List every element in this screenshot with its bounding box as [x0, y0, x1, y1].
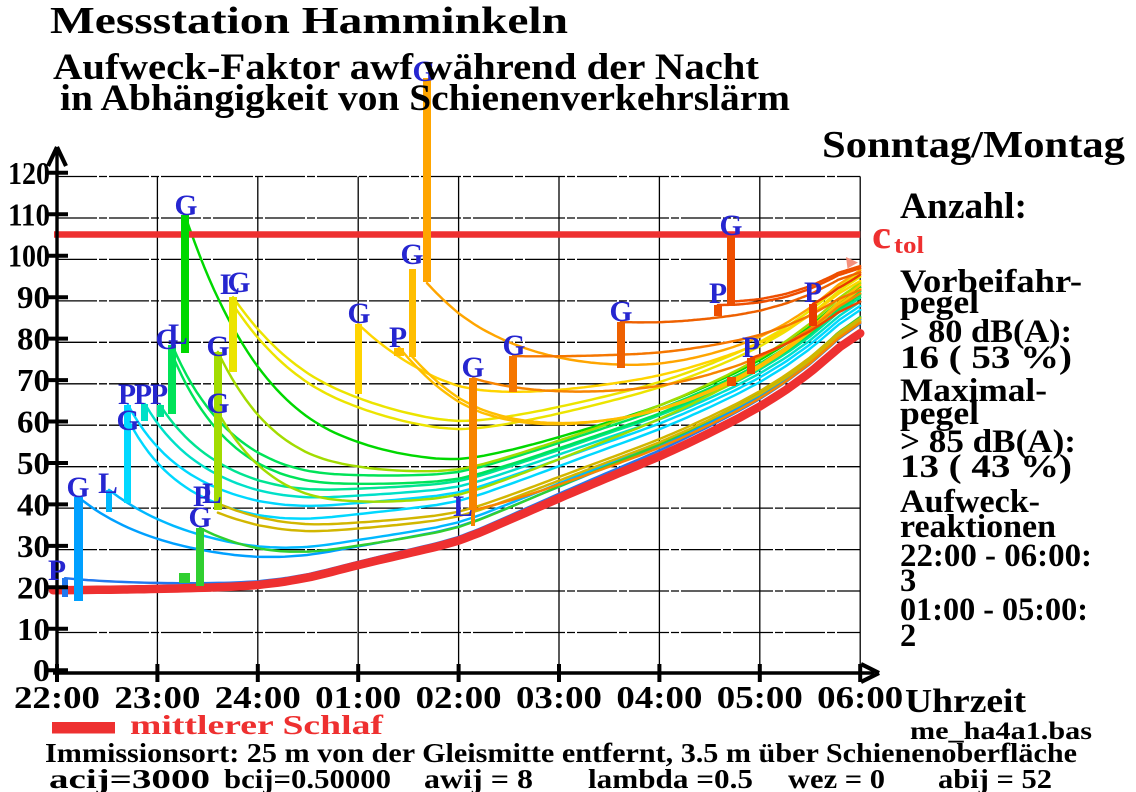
svg-text:05:00: 05:00	[717, 680, 803, 715]
svg-text:G: G	[156, 324, 179, 356]
svg-text:Vorbeifahr-: Vorbeifahr-	[900, 264, 1082, 300]
svg-text:40: 40	[17, 487, 50, 522]
svg-text:G: G	[348, 298, 371, 330]
svg-text:abij = 52: abij = 52	[938, 764, 1052, 792]
svg-text:02:00: 02:00	[416, 680, 502, 715]
svg-text:G: G	[503, 330, 526, 362]
svg-text:P: P	[48, 555, 66, 587]
svg-text:Sonntag/Montag: Sonntag/Montag	[822, 124, 1125, 166]
svg-text:G: G	[228, 267, 251, 299]
svg-text:Anzahl:: Anzahl:	[900, 186, 1027, 227]
svg-text:reaktionen: reaktionen	[900, 509, 1056, 545]
svg-text:in Abhängigkeit von Schienenve: in Abhängigkeit von Schienenverkehrslärm	[60, 78, 790, 119]
svg-text:Maximal-: Maximal-	[900, 373, 1047, 409]
svg-text:P: P	[389, 322, 407, 354]
svg-text:50: 50	[17, 446, 50, 481]
svg-text:tol: tol	[894, 233, 924, 259]
svg-text:L: L	[453, 491, 473, 523]
svg-text:23:00: 23:00	[114, 680, 200, 715]
svg-text:22:00 - 06:00:: 22:00 - 06:00:	[900, 538, 1092, 574]
svg-text:P: P	[804, 277, 822, 309]
svg-text:G: G	[462, 352, 485, 384]
svg-text:100: 100	[8, 239, 50, 274]
svg-text:3: 3	[900, 563, 916, 599]
svg-text:20: 20	[17, 570, 50, 605]
svg-text:bcij=0.50000: bcij=0.50000	[224, 764, 391, 792]
svg-text:G: G	[189, 502, 212, 534]
svg-text:80: 80	[17, 322, 50, 357]
svg-text:L: L	[220, 269, 240, 301]
svg-text:pegel: pegel	[900, 285, 979, 321]
svg-text:Aufweck-: Aufweck-	[900, 484, 1040, 520]
svg-text:G: G	[610, 296, 633, 328]
svg-text:90: 90	[17, 280, 50, 315]
svg-text:mittlerer Schlaf: mittlerer Schlaf	[130, 710, 384, 740]
svg-text:01:00: 01:00	[315, 680, 401, 715]
svg-text:G: G	[117, 405, 140, 437]
svg-text:22:00: 22:00	[14, 680, 100, 715]
svg-text:me_ha4a1.bas: me_ha4a1.bas	[910, 716, 1092, 745]
svg-text:G: G	[207, 388, 230, 420]
svg-text:04:00: 04:00	[616, 680, 702, 715]
svg-text:2: 2	[900, 618, 916, 654]
svg-text:L: L	[168, 319, 188, 351]
svg-text:> 85 dB(A):: > 85 dB(A):	[900, 424, 1076, 460]
svg-text:wez = 0: wez = 0	[788, 764, 885, 792]
svg-text:awij = 8: awij = 8	[424, 764, 533, 792]
svg-text:G: G	[67, 472, 90, 504]
svg-text:Immissionsort: 25 m von der Gl: Immissionsort: 25 m von der Gleismitte e…	[45, 737, 1077, 768]
svg-text:03:00: 03:00	[516, 680, 602, 715]
svg-text:G: G	[401, 239, 424, 271]
svg-text:pegel: pegel	[900, 396, 979, 432]
svg-text:> 80 dB(A):: > 80 dB(A):	[900, 314, 1072, 350]
svg-text:P: P	[709, 278, 727, 310]
svg-text:P: P	[134, 379, 152, 411]
svg-text:30: 30	[17, 529, 50, 564]
svg-text:Uhrzeit: Uhrzeit	[905, 683, 1027, 720]
svg-text:P: P	[193, 481, 211, 513]
svg-text:120: 120	[8, 156, 50, 191]
svg-text:60: 60	[17, 405, 50, 440]
svg-text:10: 10	[17, 612, 50, 647]
svg-text:24:00: 24:00	[215, 680, 301, 715]
svg-text:Messstation Hamminkeln: Messstation Hamminkeln	[50, 0, 568, 42]
svg-text:L: L	[98, 468, 118, 500]
svg-text:110: 110	[8, 197, 50, 232]
svg-text:0: 0	[33, 653, 50, 688]
svg-text:Aufweck-Faktor awf während der: Aufweck-Faktor awf während der Nacht	[53, 47, 760, 88]
svg-text:P: P	[118, 379, 136, 411]
svg-text:P: P	[742, 332, 760, 364]
svg-text:G: G	[720, 210, 743, 242]
svg-text:P: P	[150, 379, 168, 411]
svg-text:01:00 - 05:00:: 01:00 - 05:00:	[900, 592, 1088, 628]
svg-text:16 ( 53 %): 16 ( 53 %)	[900, 340, 1072, 376]
svg-text:acij=3000: acij=3000	[49, 764, 210, 792]
svg-text:G: G	[175, 190, 198, 222]
svg-text:lambda =0.5: lambda =0.5	[588, 764, 753, 792]
svg-text:G: G	[207, 331, 230, 363]
svg-text:L: L	[202, 478, 222, 510]
svg-text:70: 70	[17, 363, 50, 398]
svg-text:06:00: 06:00	[817, 680, 903, 715]
svg-text:c: c	[872, 212, 891, 257]
svg-text:13 ( 43 %): 13 ( 43 %)	[900, 449, 1072, 485]
svg-text:G: G	[413, 56, 436, 88]
